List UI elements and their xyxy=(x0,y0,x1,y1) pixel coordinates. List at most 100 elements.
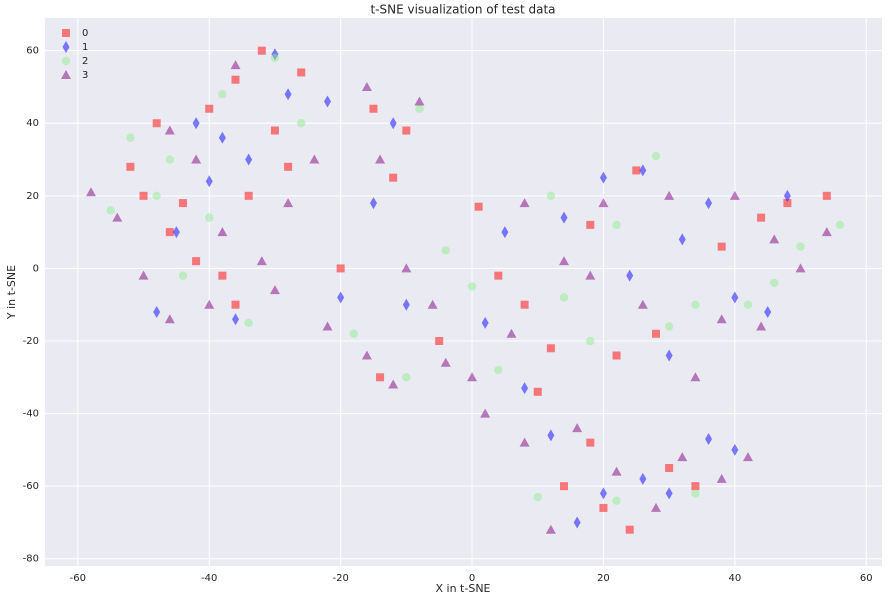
marker xyxy=(560,482,569,491)
marker xyxy=(244,318,253,328)
marker xyxy=(138,270,149,280)
marker xyxy=(742,452,753,462)
marker xyxy=(191,154,202,164)
marker xyxy=(322,321,333,331)
marker xyxy=(598,198,609,208)
y-tick-label: 40 xyxy=(26,118,39,129)
marker xyxy=(256,256,267,266)
marker xyxy=(231,75,240,84)
marker xyxy=(474,202,483,211)
marker xyxy=(731,443,739,456)
marker xyxy=(324,95,332,108)
marker xyxy=(665,464,674,473)
marker xyxy=(309,154,320,164)
marker xyxy=(822,191,831,200)
marker xyxy=(664,322,674,331)
marker xyxy=(218,271,227,280)
marker xyxy=(62,41,70,53)
marker xyxy=(494,271,503,280)
marker xyxy=(375,154,386,164)
marker xyxy=(547,429,555,442)
marker xyxy=(205,213,214,222)
marker xyxy=(467,282,477,291)
marker xyxy=(270,126,279,135)
marker xyxy=(369,104,378,113)
marker xyxy=(743,300,753,309)
marker xyxy=(257,46,266,55)
marker xyxy=(218,131,226,144)
marker xyxy=(770,278,779,288)
marker xyxy=(164,125,175,135)
marker xyxy=(192,117,200,130)
marker xyxy=(691,300,700,309)
marker xyxy=(389,173,398,182)
marker xyxy=(520,300,529,309)
marker xyxy=(388,379,399,389)
marker xyxy=(152,119,161,128)
marker xyxy=(586,220,595,229)
marker xyxy=(389,117,397,130)
marker xyxy=(139,191,148,200)
x-tick-label: 0 xyxy=(469,573,475,584)
marker xyxy=(716,314,727,324)
marker xyxy=(231,300,240,309)
marker xyxy=(586,336,595,346)
marker xyxy=(217,227,228,237)
marker xyxy=(230,60,241,70)
marker xyxy=(435,336,444,345)
marker xyxy=(651,329,660,338)
marker xyxy=(519,198,530,208)
marker xyxy=(678,233,686,246)
marker xyxy=(764,305,772,318)
marker xyxy=(717,242,726,251)
marker xyxy=(204,299,215,309)
marker xyxy=(705,197,713,210)
marker xyxy=(521,382,529,395)
marker xyxy=(467,372,478,382)
points xyxy=(85,46,845,534)
marker xyxy=(480,408,491,418)
marker xyxy=(440,357,451,367)
marker xyxy=(349,329,358,338)
marker xyxy=(559,256,570,266)
marker xyxy=(664,190,675,200)
marker xyxy=(572,423,583,433)
marker xyxy=(165,155,175,164)
marker xyxy=(270,53,280,63)
marker xyxy=(501,226,509,239)
marker xyxy=(284,162,293,171)
marker xyxy=(769,234,780,244)
marker xyxy=(205,104,214,113)
marker xyxy=(560,211,568,224)
marker xyxy=(599,171,607,184)
marker xyxy=(415,104,424,113)
marker xyxy=(546,344,555,353)
marker xyxy=(691,489,700,498)
marker xyxy=(585,270,596,280)
legend: 0 1 2 3 xyxy=(61,28,88,81)
marker xyxy=(61,70,71,79)
marker xyxy=(192,257,201,266)
marker xyxy=(218,90,227,99)
marker xyxy=(690,372,701,382)
marker xyxy=(126,133,135,142)
marker xyxy=(283,198,294,208)
marker xyxy=(402,126,411,135)
marker xyxy=(639,472,647,485)
legend-label: 2 xyxy=(82,56,88,67)
marker xyxy=(232,313,240,326)
marker xyxy=(152,191,161,201)
y-tick-label: -60 xyxy=(23,481,39,492)
marker xyxy=(612,220,621,230)
marker xyxy=(205,175,213,188)
marker xyxy=(533,387,542,396)
x-tick-label: -20 xyxy=(332,573,348,584)
marker xyxy=(336,264,345,273)
marker xyxy=(402,373,411,382)
marker xyxy=(677,452,688,462)
marker xyxy=(795,263,806,273)
marker xyxy=(178,199,187,208)
marker xyxy=(632,166,641,175)
marker xyxy=(612,496,621,505)
marker xyxy=(85,187,96,197)
